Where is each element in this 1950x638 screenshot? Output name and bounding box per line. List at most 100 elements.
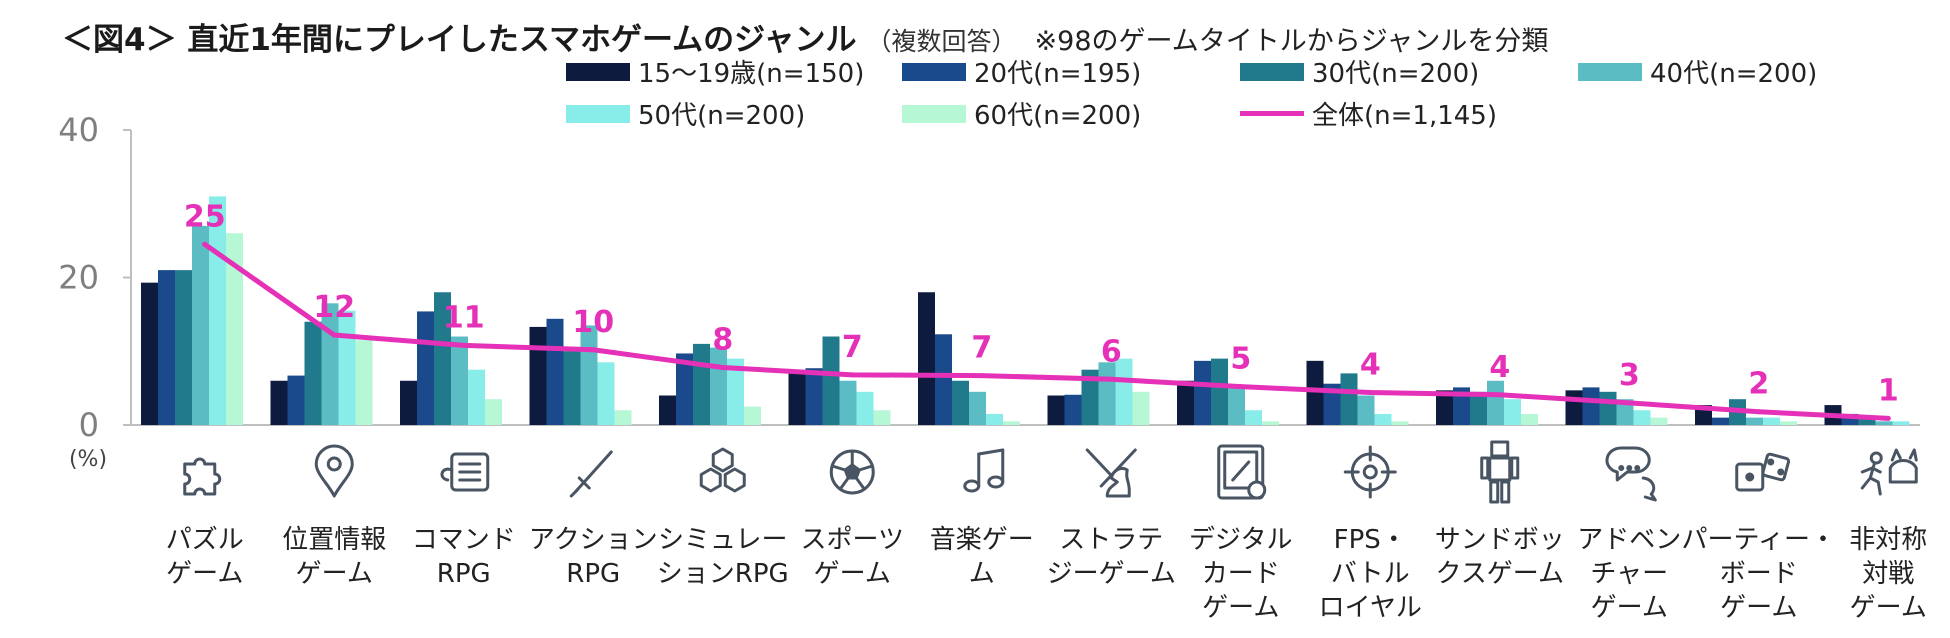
bar — [400, 380, 417, 425]
x-category-label-line: サンドボッ — [1435, 525, 1565, 555]
x-category-label-line: ゲーム — [1720, 593, 1797, 623]
x-category-label-line: パーティー・ — [1682, 525, 1836, 555]
x-category-label-line: シミュレー — [658, 525, 787, 555]
x-category-label: サンドボックスゲーム — [1435, 525, 1565, 589]
x-category-label-line: アクション — [529, 525, 658, 555]
x-category-label: スポーツゲーム — [801, 525, 904, 589]
x-category-label: 非対称対戦ゲーム — [1849, 525, 1927, 623]
x-category-label-line: カード — [1202, 559, 1280, 589]
bar — [485, 399, 502, 425]
bar — [805, 368, 823, 425]
bar — [744, 406, 761, 425]
bar — [1047, 395, 1065, 425]
legend-label: 50代(n=200) — [638, 101, 806, 131]
bar — [1712, 417, 1729, 425]
x-category-label-line: ゲーム — [166, 559, 243, 589]
bar — [986, 413, 1003, 425]
x-category-label-line: チャー — [1590, 559, 1668, 589]
bar — [1115, 358, 1133, 425]
total-data-label: 4 — [1489, 350, 1510, 385]
legend-swatch — [902, 104, 966, 123]
bar — [1504, 399, 1521, 425]
legend-swatch — [566, 62, 630, 81]
bar — [1633, 410, 1651, 425]
bar — [1841, 413, 1859, 425]
bar — [710, 347, 727, 425]
card-icon — [1217, 444, 1267, 500]
legend-swatch — [1240, 62, 1304, 81]
bar — [417, 311, 434, 425]
bar — [338, 310, 356, 425]
bar — [1211, 358, 1228, 425]
bar — [1763, 417, 1780, 425]
x-category-label: シミュレーションRPG — [657, 525, 789, 589]
x-category-label-line: ロイヤル — [1319, 593, 1422, 623]
x-category-label: ストラテジーゲーム — [1047, 525, 1176, 589]
bar — [935, 334, 952, 425]
bar — [1436, 390, 1453, 425]
y-tick-label: 20 — [58, 259, 99, 297]
crosshair-icon — [1343, 445, 1397, 499]
bar — [1177, 380, 1194, 425]
legend-swatch — [902, 62, 966, 81]
legend-swatch — [1578, 62, 1642, 81]
bar — [304, 321, 322, 425]
total-data-label: 6 — [1101, 334, 1122, 369]
x-category-label-line: ゲーム — [1850, 593, 1927, 623]
bar — [1470, 391, 1487, 425]
bar — [1780, 421, 1797, 425]
x-category-label: コマンド RPG — [412, 525, 516, 589]
bar — [1003, 421, 1020, 425]
x-category-label-line: アドベン — [1577, 525, 1681, 555]
puzzle-icon — [183, 457, 222, 496]
bar — [1391, 421, 1409, 425]
legend-item: 30代(n=200) — [1240, 53, 1479, 90]
chart-title: ＜図4＞ 直近1年間にプレイしたスマホゲームのジャンル — [62, 22, 857, 58]
bar — [1132, 391, 1150, 425]
total-data-label: 4 — [1360, 348, 1381, 383]
x-category-label-line: ゲーム — [814, 559, 891, 589]
legend-item: 20代(n=195) — [902, 53, 1141, 90]
total-point — [720, 364, 726, 370]
x-category-label-line: ム — [969, 559, 995, 589]
x-category-label: パズルゲーム — [166, 525, 244, 589]
chart-subtitle: （複数回答） — [866, 27, 1017, 56]
bar — [1453, 387, 1470, 425]
bar — [1323, 383, 1341, 425]
y-tick-label: 40 — [58, 111, 99, 149]
legend-item: 60代(n=200) — [902, 95, 1141, 132]
total-point — [1626, 400, 1632, 406]
x-category-label-line: RPG — [566, 559, 620, 589]
x-category-label: パーティー・ボードゲーム — [1682, 525, 1836, 623]
total-data-label: 2 — [1748, 367, 1769, 402]
x-category-label-line: スポーツ — [801, 525, 904, 555]
x-category-label-line: バトル — [1331, 559, 1410, 589]
sword-icon — [569, 450, 613, 498]
x-category-label: FPS・バトルロイヤル — [1319, 525, 1422, 623]
bar — [1858, 417, 1876, 425]
bar — [270, 380, 288, 425]
bar — [727, 358, 744, 425]
total-data-label: 10 — [572, 305, 614, 340]
bar — [1892, 421, 1910, 425]
x-category-label-line: ストラテ — [1059, 525, 1163, 555]
legend-item: 15～19歳(n=150) — [566, 53, 864, 90]
x-category-label-line: ゲーム — [1591, 593, 1668, 623]
bar — [952, 380, 969, 425]
x-category-label: アドベンチャーゲーム — [1577, 525, 1681, 623]
bar — [693, 343, 710, 425]
total-data-label: 12 — [313, 290, 355, 325]
bar — [856, 391, 874, 425]
total-point — [202, 241, 208, 247]
y-tick-label: 0 — [79, 406, 99, 444]
command-menu-icon — [440, 452, 490, 492]
x-category-label-line: コマンド — [412, 525, 516, 555]
bar — [141, 282, 158, 425]
legend-label: 30代(n=200) — [1312, 59, 1480, 89]
legend: 15～19歳(n=150) 20代(n=195) 30代(n=200) 40代(n=2… — [0, 0, 1950, 160]
bar — [563, 351, 581, 425]
bar — [1245, 410, 1262, 425]
x-category-label-line: ジーゲーム — [1047, 559, 1176, 589]
bar — [1194, 360, 1211, 425]
x-category-label: 位置情報ゲーム — [282, 525, 386, 589]
